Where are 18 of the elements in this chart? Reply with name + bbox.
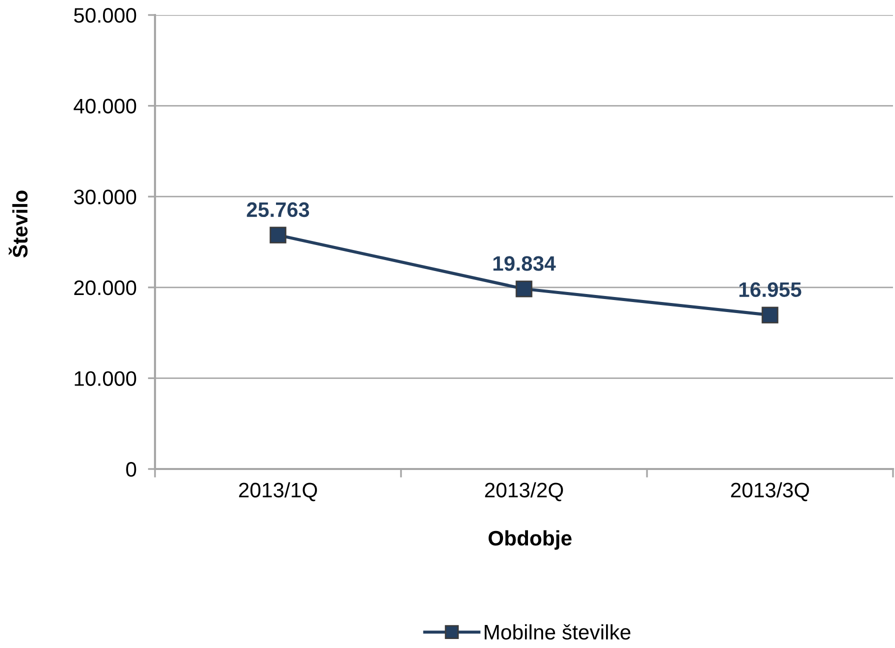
data-label: 16.955 bbox=[739, 282, 802, 298]
x-tick-label: 2013/1Q bbox=[239, 482, 317, 502]
y-tick-label: 30.000 bbox=[74, 190, 136, 204]
x-tick-label: 2013/2Q bbox=[485, 482, 563, 502]
data-label: 19.834 bbox=[493, 256, 556, 271]
y-axis-title: Število bbox=[8, 190, 28, 258]
point bbox=[270, 226, 286, 244]
y-tick-label: 20.000 bbox=[74, 280, 136, 296]
point bbox=[762, 306, 778, 324]
point bbox=[516, 280, 532, 298]
y-tick-label: 0 bbox=[126, 462, 136, 477]
y-tick-label: 50.000 bbox=[74, 8, 136, 23]
x-tick-label: 2013/3Q bbox=[731, 482, 809, 502]
legend-label: Mobilne številke bbox=[484, 624, 630, 640]
y-tick-label: 40.000 bbox=[74, 98, 136, 114]
data-label: 25.763 bbox=[246, 202, 310, 218]
y-tick-label: 10.000 bbox=[74, 371, 136, 386]
x-axis-title: Obdobje bbox=[488, 530, 572, 550]
